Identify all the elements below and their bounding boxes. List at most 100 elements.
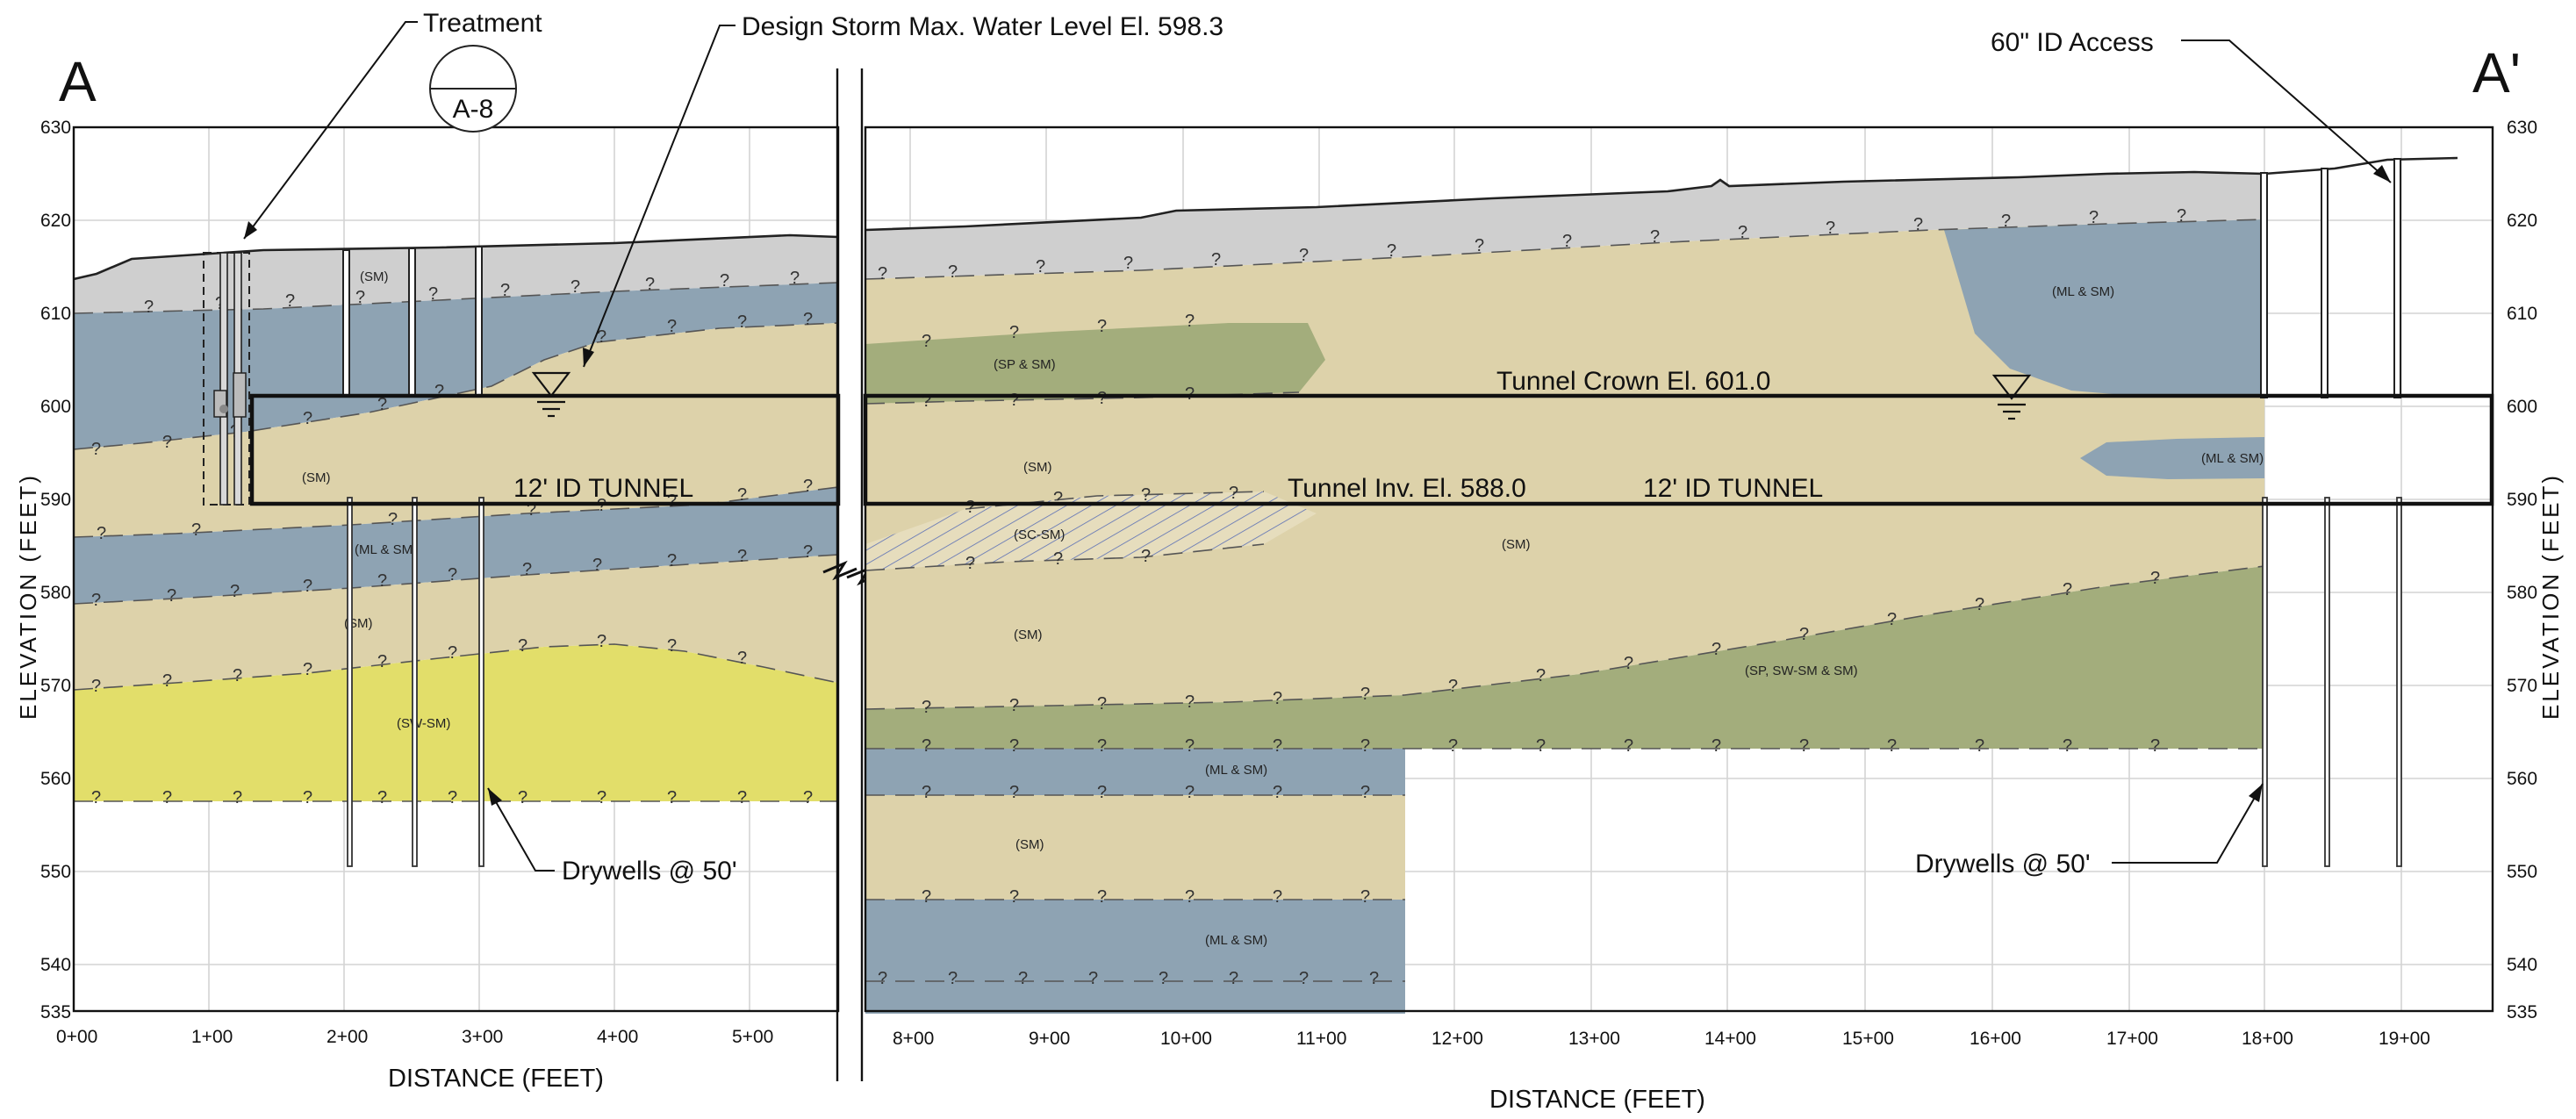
soil-label-ml-sm-deep2: (ML & SM): [1205, 933, 1267, 948]
svg-text:590: 590: [40, 490, 71, 510]
callout-tunnel-inv: Tunnel Inv. El. 588.0: [1288, 474, 1526, 503]
left-layer-contacts: [73, 282, 839, 802]
svg-text:0+00: 0+00: [56, 1027, 97, 1047]
left-layer-sm-upper: [74, 323, 838, 537]
svg-text:?: ?: [1053, 489, 1063, 508]
right-x-axis-ticks: 8+00 9+00 10+00 11+00 12+00 13+00 14+00 …: [893, 1029, 2430, 1049]
soil-label-sw-sm: (SW-SM): [397, 716, 450, 731]
svg-text:9+00: 9+00: [1029, 1029, 1070, 1049]
section-end-label: A': [2472, 41, 2521, 104]
svg-text:570: 570: [40, 676, 71, 696]
svg-text:570: 570: [2507, 676, 2537, 696]
left-x-axis-ticks: 0+00 1+00 2+00 3+00 4+00 5+00: [56, 1027, 773, 1047]
svg-text:?: ?: [922, 736, 931, 756]
left-layer-ml-sm-mid: [74, 487, 838, 604]
right-layer-sp-sm: [865, 323, 1325, 404]
svg-text:?: ?: [2150, 569, 2160, 588]
y-axis-title-right: ELEVATION (FEET): [2537, 473, 2564, 720]
svg-text:?: ?: [1185, 783, 1195, 802]
svg-text:18+00: 18+00: [2242, 1029, 2293, 1049]
svg-text:?: ?: [922, 332, 931, 351]
svg-text:?: ?: [1448, 736, 1458, 756]
detail-reference-bubble: A-8: [429, 45, 517, 133]
svg-text:?: ?: [922, 783, 931, 802]
svg-text:?: ?: [91, 788, 101, 807]
left-panel: ? ? ? ? ? ? ? ? ? ? ? ? ? ? ? ? ? ? ? ? …: [15, 118, 841, 1093]
callout-tunnel-left: 12' ID TUNNEL: [513, 474, 693, 503]
x-axis-title-right: DISTANCE (FEET): [1489, 1086, 1705, 1114]
left-y-axis-ticks: 630 620 610 600 590 580 570 560 550 540 …: [40, 118, 71, 1022]
right-layer-sc-sm-hatch: [865, 491, 1317, 570]
svg-text:550: 550: [2507, 862, 2537, 882]
leader-access: [2181, 39, 2392, 183]
svg-text:?: ?: [167, 586, 176, 606]
svg-text:620: 620: [40, 211, 71, 231]
svg-text:?: ?: [1097, 736, 1107, 756]
svg-text:?: ?: [2150, 736, 2160, 756]
svg-text:?: ?: [1624, 736, 1633, 756]
svg-text:?: ?: [434, 382, 444, 401]
right-layer-sm-deep: [865, 795, 1405, 900]
svg-text:?: ?: [803, 542, 813, 562]
svg-text:?: ?: [1624, 654, 1633, 673]
leader-design-storm: [583, 25, 735, 368]
svg-text:?: ?: [1299, 969, 1309, 988]
soil-label-sm-deep: (SM): [1015, 837, 1044, 852]
svg-text:?: ?: [91, 440, 101, 459]
svg-text:?: ?: [1185, 692, 1195, 712]
right-y-axis-ticks: 630 620 610 600 590 580 570 560 550 540 …: [2507, 118, 2537, 1022]
svg-text:17+00: 17+00: [2106, 1029, 2158, 1049]
svg-text:?: ?: [1141, 547, 1151, 566]
svg-text:?: ?: [1448, 677, 1458, 696]
leader-drywells-right: [2112, 783, 2264, 864]
svg-text:?: ?: [667, 551, 677, 570]
access-shafts: [2260, 158, 2401, 398]
svg-text:?: ?: [1975, 595, 1984, 614]
svg-text:?: ?: [1360, 887, 1370, 907]
svg-text:?: ?: [1975, 736, 1984, 756]
svg-text:?: ?: [91, 677, 101, 696]
svg-text:?: ?: [1360, 736, 1370, 756]
svg-text:?: ?: [1036, 257, 1045, 276]
svg-text:560: 560: [2507, 769, 2537, 789]
svg-text:?: ?: [948, 969, 958, 988]
soil-label-sm-left-top: (SM): [360, 269, 389, 284]
svg-text:?: ?: [1009, 696, 1019, 715]
svg-text:?: ?: [1360, 685, 1370, 704]
svg-text:?: ?: [230, 582, 240, 601]
svg-text:?: ?: [878, 969, 887, 988]
right-layer-sp-sw: [865, 566, 2264, 749]
left-layer-sm-lower: [74, 555, 838, 690]
svg-text:13+00: 13+00: [1568, 1029, 1620, 1049]
x-axis-title-left: DISTANCE (FEET): [388, 1065, 604, 1093]
svg-text:?: ?: [355, 288, 365, 307]
svg-text:?: ?: [965, 498, 975, 517]
svg-text:?: ?: [1887, 736, 1897, 756]
water-level-symbol-left: [531, 371, 571, 418]
svg-text:?: ?: [303, 409, 312, 428]
svg-text:?: ?: [1799, 736, 1809, 756]
svg-text:540: 540: [40, 955, 71, 975]
svg-text:?: ?: [518, 788, 527, 807]
section-start-label: A: [59, 50, 97, 113]
y-axis-title-left: ELEVATION (FEET): [15, 473, 41, 720]
svg-text:?: ?: [1009, 783, 1019, 802]
svg-text:?: ?: [1799, 625, 1809, 644]
svg-text:610: 610: [2507, 304, 2537, 324]
svg-text:?: ?: [1387, 241, 1396, 261]
svg-text:?: ?: [1369, 969, 1379, 988]
svg-text:?: ?: [667, 317, 677, 336]
svg-text:?: ?: [303, 788, 312, 807]
svg-text:?: ?: [1211, 250, 1221, 269]
svg-text:?: ?: [388, 510, 398, 529]
svg-text:12+00: 12+00: [1432, 1029, 1483, 1049]
svg-text:?: ?: [1229, 969, 1238, 988]
soil-label-ml-sm-right-upper: (ML & SM): [2052, 284, 2114, 299]
svg-text:?: ?: [737, 485, 747, 505]
svg-text:?: ?: [2063, 580, 2072, 599]
svg-text:535: 535: [40, 1002, 71, 1022]
svg-text:?: ?: [1009, 887, 1019, 907]
svg-text:?: ?: [878, 264, 887, 283]
svg-text:?: ?: [377, 788, 387, 807]
